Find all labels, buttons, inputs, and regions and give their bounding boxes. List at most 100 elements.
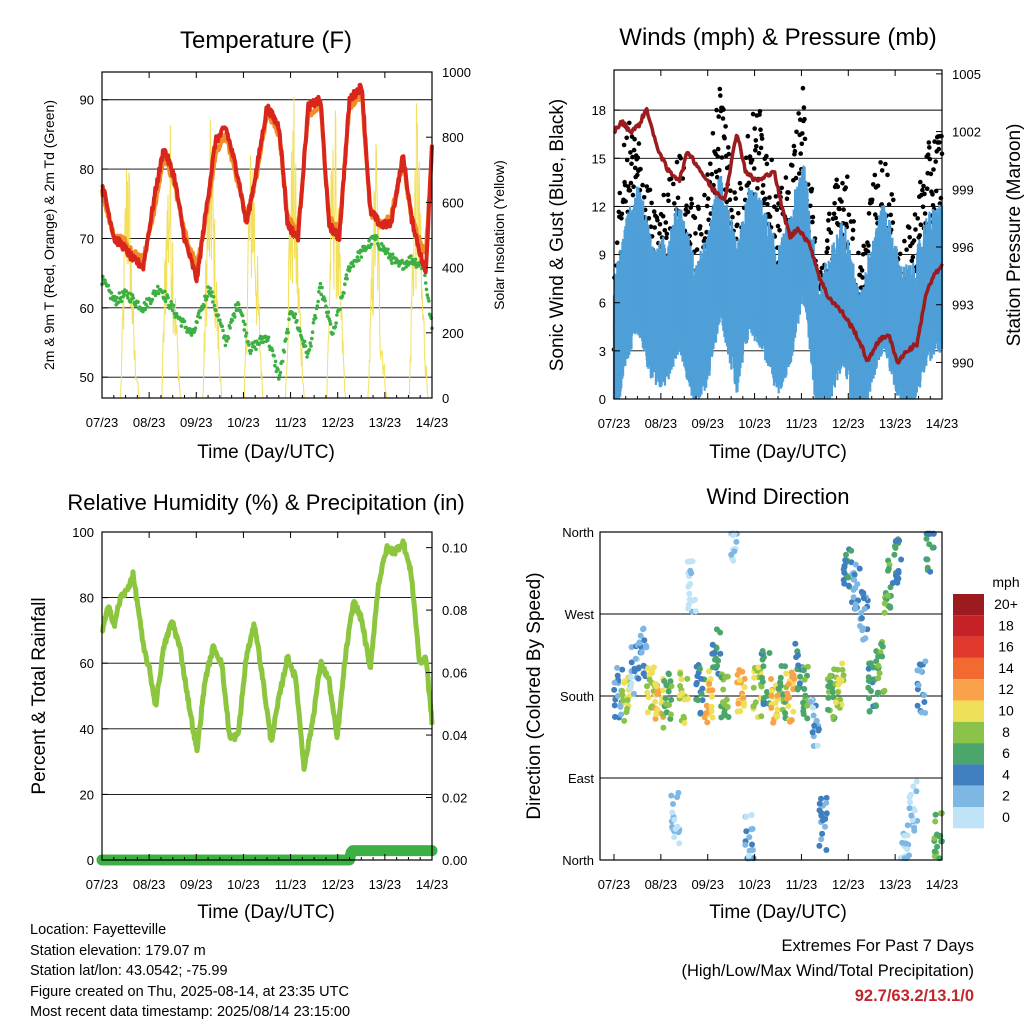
direction-point bbox=[830, 713, 837, 720]
direction-point bbox=[678, 676, 685, 683]
direction-point bbox=[825, 706, 831, 713]
dewpoint-point bbox=[282, 350, 287, 354]
gust-point bbox=[714, 107, 719, 113]
direction-point bbox=[706, 668, 712, 675]
gust-point bbox=[758, 145, 764, 151]
x-tick-label: 08/23 bbox=[133, 415, 166, 430]
direction-point bbox=[825, 694, 832, 701]
gust-point bbox=[831, 211, 837, 217]
direction-point bbox=[839, 660, 846, 667]
y2-tick-label: 1005 bbox=[952, 67, 981, 82]
colorbar-swatch bbox=[953, 615, 984, 637]
gust-point bbox=[931, 167, 936, 172]
gust-point bbox=[729, 207, 734, 213]
dewpoint-point bbox=[425, 293, 430, 297]
gust-point bbox=[732, 190, 737, 195]
gust-point bbox=[879, 202, 884, 207]
gust-point bbox=[888, 212, 893, 218]
direction-point bbox=[743, 813, 750, 820]
dewpoint-point bbox=[214, 308, 218, 313]
y-tick-label: 18 bbox=[592, 103, 606, 118]
direction-point bbox=[851, 576, 858, 583]
direction-point bbox=[758, 713, 765, 720]
gust-point bbox=[665, 192, 671, 198]
dewpoint-point bbox=[331, 331, 335, 336]
dewpoint-point bbox=[308, 341, 313, 345]
dewpoint-point bbox=[345, 276, 349, 281]
direction-point bbox=[644, 683, 650, 690]
humidity-ylabel-left: Percent & Total Rainfall bbox=[29, 597, 50, 794]
dewpoint-point bbox=[223, 343, 228, 348]
direction-point bbox=[830, 694, 837, 701]
gust-point bbox=[913, 227, 918, 232]
gust-point bbox=[726, 151, 732, 157]
gust-point bbox=[624, 157, 630, 163]
direction-point bbox=[774, 692, 781, 699]
gust-point bbox=[810, 219, 815, 225]
direction-point bbox=[850, 594, 857, 601]
wind-direction-title: Wind Direction bbox=[706, 484, 849, 509]
gust-point bbox=[800, 85, 806, 91]
gust-point bbox=[760, 183, 766, 188]
gust-point bbox=[717, 167, 722, 173]
x-tick-label: 13/23 bbox=[369, 877, 402, 892]
y2-tick-label: 800 bbox=[442, 130, 464, 145]
dewpoint-point bbox=[195, 320, 199, 325]
gust-point bbox=[666, 198, 671, 204]
dewpoint-point bbox=[179, 324, 184, 328]
dewpoint-point bbox=[292, 315, 297, 320]
direction-point bbox=[819, 817, 826, 824]
gust-point bbox=[684, 203, 689, 208]
direction-point bbox=[695, 697, 702, 704]
gust-point bbox=[640, 182, 645, 188]
direction-point bbox=[866, 708, 873, 715]
direction-point bbox=[644, 709, 651, 716]
gust-point bbox=[890, 220, 896, 225]
direction-point bbox=[703, 710, 710, 717]
gust-point bbox=[790, 163, 795, 168]
dewpoint-point bbox=[344, 273, 349, 277]
dewpoint-point bbox=[266, 338, 270, 343]
direction-point bbox=[867, 660, 874, 667]
dewpoint-point bbox=[246, 339, 250, 344]
dewpoint-point bbox=[230, 318, 235, 323]
gust-point bbox=[715, 154, 720, 159]
extremes-box: Extremes For Past 7 Days (High/Low/Max W… bbox=[681, 934, 974, 1009]
direction-point bbox=[907, 799, 913, 806]
dewpoint-point bbox=[156, 291, 161, 296]
dewpoint-point bbox=[328, 322, 333, 326]
dewpoint-point bbox=[277, 377, 281, 381]
x-tick-label: 11/23 bbox=[786, 877, 818, 892]
direction-point bbox=[704, 719, 711, 726]
gust-point bbox=[745, 133, 751, 139]
colorbar-label: 6 bbox=[1002, 745, 1010, 761]
dewpoint-point bbox=[236, 302, 241, 307]
gust-point bbox=[835, 184, 841, 190]
gust-point bbox=[671, 181, 676, 187]
direction-point bbox=[923, 535, 930, 542]
direction-point bbox=[759, 648, 766, 654]
gust-point bbox=[911, 238, 917, 243]
dewpoint-point bbox=[405, 259, 409, 264]
gust-point bbox=[693, 231, 698, 236]
gust-point bbox=[678, 156, 683, 161]
dewpoint-point bbox=[115, 295, 119, 300]
direction-point bbox=[654, 706, 661, 713]
dewpoint-point bbox=[276, 367, 280, 372]
gust-point bbox=[777, 228, 782, 233]
gust-point bbox=[772, 204, 777, 209]
gust-point bbox=[920, 187, 925, 193]
gust-point bbox=[819, 265, 825, 271]
direction-point bbox=[866, 695, 872, 702]
dewpoint-point bbox=[211, 300, 215, 304]
colorbar-label: 20+ bbox=[994, 596, 1018, 612]
humidity-title: Relative Humidity (%) & Precipitation (i… bbox=[67, 490, 464, 515]
winds-ylabel-left: Sonic Wind & Gust (Blue, Black) bbox=[547, 99, 568, 371]
temperature-title: Temperature (F) bbox=[180, 27, 352, 54]
gust-point bbox=[752, 126, 757, 131]
direction-point bbox=[937, 810, 944, 817]
direction-point bbox=[825, 683, 832, 690]
direction-point bbox=[881, 687, 888, 694]
direction-point bbox=[665, 688, 672, 695]
